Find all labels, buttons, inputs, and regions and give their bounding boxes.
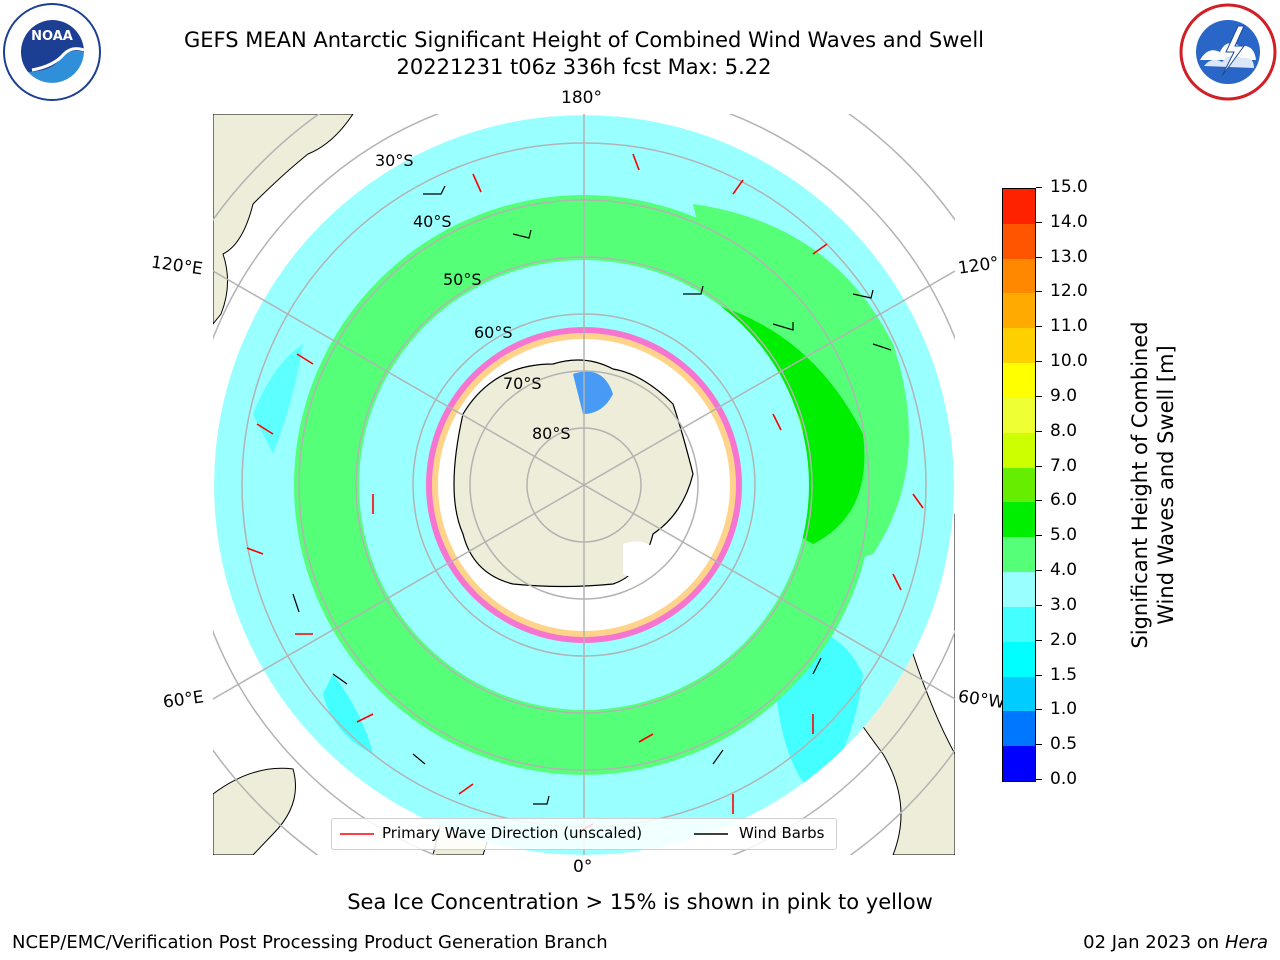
colorbar-tick (1036, 326, 1042, 328)
colorbar-segment (1003, 223, 1035, 259)
colorbar-tick (1036, 570, 1042, 572)
colorbar-tick-label: 10.0 (1050, 351, 1088, 372)
colorbar-segment (1003, 467, 1035, 503)
colorbar-tick (1036, 221, 1042, 223)
land-antarctica (453, 359, 694, 588)
colorbar-tick (1036, 744, 1042, 746)
chart-title: GEFS MEAN Antarctic Significant Height o… (183, 28, 985, 52)
colorbar-tick-label: 11.0 (1050, 316, 1088, 337)
colorbar-tick-label: 13.0 (1050, 246, 1088, 267)
legend-barb-label: Wind Barbs (739, 824, 825, 842)
colorbar-tick (1036, 639, 1042, 641)
colorbar-tick (1036, 187, 1042, 188)
lat-label-70s: 70°S (503, 374, 542, 393)
colorbar-tick (1036, 256, 1042, 258)
colorbar-tick-label: 1.0 (1050, 699, 1078, 720)
colorbar-tick (1036, 674, 1042, 676)
colorbar-tick-label: 9.0 (1050, 385, 1078, 406)
footer-producer: NCEP/EMC/Verification Post Processing Pr… (12, 932, 608, 953)
colorbar-segment (1003, 572, 1035, 607)
colorbar-tick-label: 4.0 (1050, 560, 1078, 581)
colorbar-tick-label: 1.5 (1050, 664, 1078, 685)
wind-barbs (292, 185, 892, 805)
colorbar-tick-label: 12.0 (1050, 281, 1088, 302)
colorbar-segment (1003, 746, 1035, 781)
chart-subtitle: 20221231 t06z 336h fcst Max: 5.22 (396, 55, 772, 79)
lat-label-50s: 50°S (443, 270, 482, 289)
colorbar (1002, 188, 1036, 782)
colorbar-label: Significant Height of Combined Wind Wave… (1128, 321, 1178, 649)
nws-logo-icon (1178, 2, 1278, 102)
colorbar-tick-label: 2.0 (1050, 629, 1078, 650)
colorbar-tick-label: 3.0 (1050, 594, 1078, 615)
colorbar-segment (1003, 328, 1035, 364)
sea-ice-note: Sea Ice Concentration > 15% is shown in … (347, 890, 933, 914)
colorbar-segment (1003, 188, 1035, 224)
colorbar-tick-label: 14.0 (1050, 211, 1088, 232)
lon-label-0: 0° (573, 857, 593, 877)
colorbar-tick (1036, 604, 1042, 606)
colorbar-segment (1003, 293, 1035, 329)
map-legend: Primary Wave Direction (unscaled) Wind B… (331, 818, 837, 850)
colorbar-tick-label: 8.0 (1050, 420, 1078, 441)
colorbar-tick (1036, 291, 1042, 293)
colorbar-segment (1003, 606, 1035, 642)
colorbar-tick (1036, 779, 1042, 780)
colorbar-tick-label: 6.0 (1050, 490, 1078, 511)
map-panel (213, 114, 955, 855)
lat-label-30s: 30°S (375, 151, 414, 170)
colorbar-tick (1036, 709, 1042, 711)
colorbar-segment (1003, 502, 1035, 538)
colorbar-segment (1003, 432, 1035, 468)
colorbar-segment (1003, 258, 1035, 294)
colorbar-segment (1003, 711, 1035, 747)
colorbar-segment (1003, 641, 1035, 677)
lat-label-40s: 40°S (413, 212, 452, 231)
colorbar-tick-label: 0.5 (1050, 734, 1078, 755)
lat-label-80s: 80°S (532, 424, 571, 443)
noaa-logo-text: NOAA (31, 29, 73, 44)
colorbar-ticks: 0.0 0.5 1.0 1.5 2.0 3.0 4.0 5.0 6.0 7.0 8.0 9.0 10.0… (1036, 177, 1106, 789)
lon-label-60w: 60°W (956, 686, 1007, 714)
colorbar-segment (1003, 397, 1035, 433)
colorbar-segment (1003, 676, 1035, 712)
lat-label-60s: 60°S (474, 323, 513, 342)
colorbar-tick-label: 7.0 (1050, 455, 1078, 476)
colorbar-tick (1036, 535, 1042, 537)
land-africa (213, 767, 296, 855)
colorbar-segment (1003, 537, 1035, 573)
land-australia (213, 114, 354, 325)
colorbar-tick (1036, 500, 1042, 502)
colorbar-tick (1036, 430, 1042, 432)
lon-label-60e: 60°E (161, 687, 206, 713)
legend-wave-label: Primary Wave Direction (unscaled) (382, 824, 643, 842)
footer-date: 02 Jan 2023 on Hera (1083, 932, 1268, 953)
colorbar-segment (1003, 363, 1035, 398)
lon-label-180: 180° (561, 88, 602, 108)
lon-label-120e: 120°E (149, 252, 204, 280)
polar-map (213, 114, 955, 855)
colorbar-tick-label: 5.0 (1050, 525, 1078, 546)
colorbar-tick-label: 0.0 (1050, 769, 1078, 789)
lon-label-120w: 120° (956, 253, 1001, 279)
colorbar-tick-label: 15.0 (1050, 177, 1088, 197)
noaa-logo-icon: NOAA (2, 2, 102, 102)
colorbar-tick (1036, 465, 1042, 467)
colorbar-tick (1036, 395, 1042, 397)
colorbar-tick (1036, 361, 1042, 363)
